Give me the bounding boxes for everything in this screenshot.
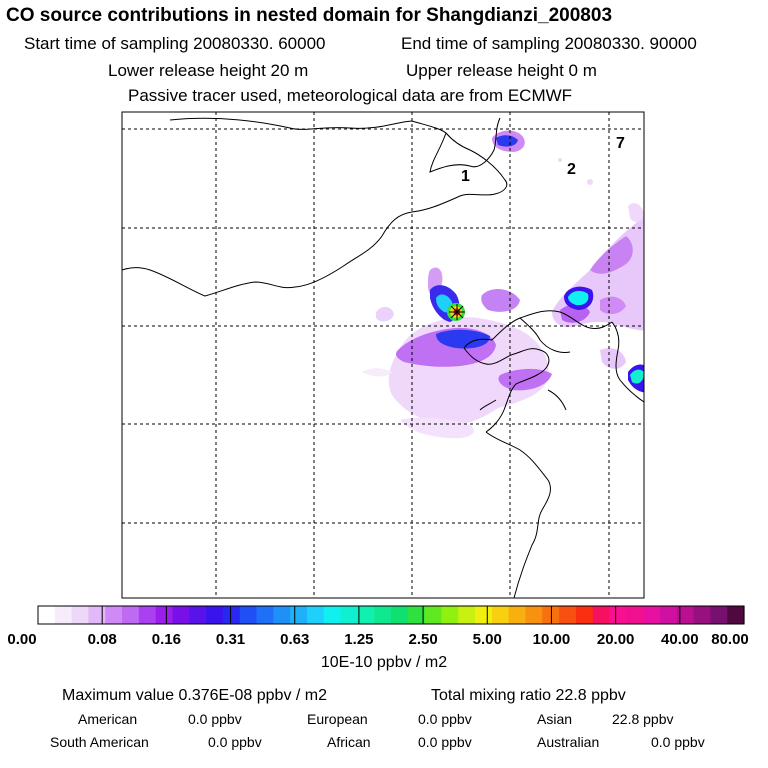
- contribution-name: American: [78, 711, 138, 727]
- color-bar-segment: [189, 606, 207, 624]
- color-bar-tick-label: 2.50: [408, 631, 438, 648]
- contribution-name: Asian: [537, 711, 573, 727]
- color-bar-tick-label: 10.00: [532, 631, 571, 648]
- color-bar-segment: [105, 606, 123, 624]
- color-bar-segment: [407, 606, 426, 624]
- color-bar-segment: [256, 606, 274, 624]
- color-bar-segment: [273, 606, 291, 624]
- color-bar-segment: [155, 606, 174, 624]
- color-bar-tick-label: 0.16: [151, 631, 181, 648]
- color-bar-segment: [206, 606, 224, 624]
- color-bar-segment: [323, 606, 342, 624]
- color-bar-segment: [592, 606, 611, 624]
- color-bar-segment: [458, 606, 476, 624]
- color-bar-segment: [559, 606, 577, 624]
- color-bar-tick-label: 80.00: [711, 631, 749, 648]
- maximum-value: Maximum value 0.376E-08 ppbv / m2: [62, 687, 328, 704]
- start-sampling-time: Start time of sampling 20080330. 60000: [24, 34, 326, 53]
- contribution-value: 0.0 ppbv: [208, 734, 262, 750]
- color-bar-segment: [643, 606, 661, 624]
- plume-light: [400, 417, 474, 439]
- color-bar-tick-label: 40.00: [661, 631, 699, 648]
- contribution-name: Australian: [537, 734, 600, 750]
- color-bar-segment: [676, 606, 695, 624]
- color-bar-tick-label: 0.08: [87, 631, 117, 648]
- color-bar-segment: [609, 606, 627, 624]
- color-bar-tick-label: 0.31: [215, 631, 246, 648]
- color-bar-segment: [54, 606, 73, 624]
- color-bar-segment: [575, 606, 594, 624]
- color-bar-units: 10E-10 ppbv / m2: [320, 654, 448, 671]
- total-mixing-ratio: Total mixing ratio 22.8 ppbv: [431, 687, 626, 704]
- page-title: CO source contributions in nested domain…: [6, 5, 613, 26]
- color-bar-tick-label: 1.25: [344, 631, 374, 648]
- color-bar-segment: [340, 606, 358, 624]
- color-bar-segment: [122, 606, 140, 624]
- receptor-star-icon: [449, 304, 465, 320]
- color-bar-segment: [374, 606, 392, 624]
- color-bar-segment: [239, 606, 258, 624]
- plume-light: [628, 203, 644, 223]
- plume-medium: [590, 236, 633, 274]
- color-bar-segment: [306, 606, 325, 624]
- plume-light: [558, 158, 562, 162]
- color-bar-segment: [475, 606, 493, 624]
- color-bar-frame: [37, 605, 745, 625]
- contribution-name: African: [327, 734, 371, 750]
- color-bar-segment: [71, 606, 90, 624]
- tracer-note: Passive tracer used, meteorological data…: [128, 86, 573, 105]
- plume-cyan: [568, 290, 589, 306]
- contribution-value: 0.0 ppbv: [418, 734, 472, 750]
- color-bar-segment: [290, 606, 308, 624]
- contribution-value: 22.8 ppbv: [612, 711, 674, 727]
- contribution-value: 0.0 ppbv: [651, 734, 705, 750]
- color-bar-segment: [508, 606, 527, 624]
- contribution-name: European: [307, 711, 368, 727]
- contribution-name: South American: [50, 734, 149, 750]
- plume-light: [600, 348, 626, 369]
- map-frame: [121, 111, 645, 599]
- contribution-value: 0.0 ppbv: [188, 711, 242, 727]
- color-bar-segment: [222, 606, 241, 624]
- plume-cyan: [630, 369, 644, 384]
- plume-blue: [496, 135, 518, 147]
- concentration-field: [362, 130, 644, 439]
- plume-medium: [600, 296, 626, 315]
- color-bar-segment: [424, 606, 443, 624]
- color-bar-tick-label: 20.00: [596, 631, 635, 648]
- lower-release-height: Lower release height 20 m: [108, 61, 309, 80]
- color-bar-segment: [172, 606, 190, 624]
- plume-light: [587, 179, 593, 185]
- coastlines: [122, 117, 644, 598]
- upper-release-height: Upper release height 0 m: [406, 61, 597, 80]
- region-label: 2: [567, 161, 576, 178]
- region-label: 7: [616, 135, 625, 152]
- color-bar-segment: [88, 606, 106, 624]
- color-bar-segment: [693, 606, 711, 624]
- color-bar-segment: [727, 606, 745, 624]
- color-bar-segment: [391, 606, 409, 624]
- region-label: 1: [461, 168, 470, 185]
- color-bar-segment: [441, 606, 459, 624]
- lat-lon-grid: [122, 112, 644, 598]
- color-bar-segment: [38, 606, 56, 624]
- color-bar-tick-label: 0.63: [280, 631, 310, 648]
- color-bar-segment: [710, 606, 728, 624]
- plume-light: [362, 368, 392, 377]
- color-bar-tick-label: 0.00: [7, 631, 37, 648]
- color-bar-segment: [659, 606, 678, 624]
- color-bar-segment: [138, 606, 157, 624]
- plume-medium: [481, 288, 520, 312]
- color-bar-segment: [491, 606, 510, 624]
- color-bar-segment: [525, 606, 543, 624]
- color-bar: [37, 605, 745, 625]
- color-bar-segment: [357, 606, 375, 624]
- end-sampling-time: End time of sampling 20080330. 90000: [401, 34, 697, 53]
- color-bar-segment: [626, 606, 644, 624]
- plume-blue: [436, 329, 490, 349]
- plume-light: [376, 306, 394, 322]
- color-bar-tick-label: 5.00: [472, 631, 502, 648]
- contribution-value: 0.0 ppbv: [418, 711, 472, 727]
